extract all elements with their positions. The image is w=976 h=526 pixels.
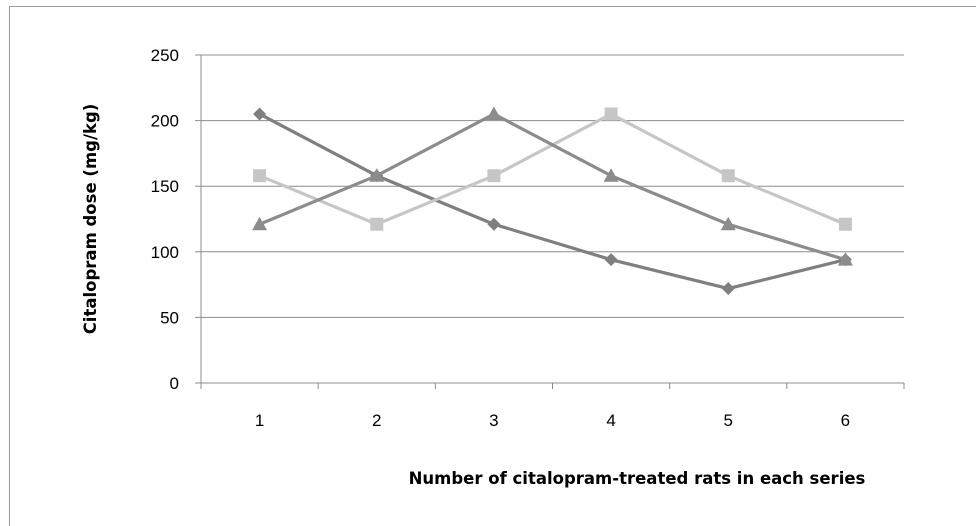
- series-3-point-3: [486, 106, 502, 121]
- series-3-point-2: [369, 168, 385, 182]
- axes: [195, 54, 905, 389]
- series-3-point-4: [603, 168, 619, 182]
- y-tick-label-200: 200: [151, 112, 179, 131]
- series-2-point-6: [838, 217, 852, 231]
- series-1-point-3: [487, 217, 501, 231]
- x-tick-label-2: 2: [372, 411, 381, 430]
- y-tick-label-250: 250: [151, 46, 179, 65]
- series-1-point-5: [721, 282, 735, 296]
- series-2-point-2: [370, 217, 384, 231]
- x-tick-label-6: 6: [841, 411, 850, 430]
- gridlines: [201, 54, 904, 318]
- x-tick-label-4: 4: [606, 411, 615, 430]
- series-3-point-5: [720, 216, 736, 231]
- chart-frame: [9, 6, 976, 526]
- y-tick-label-100: 100: [151, 243, 179, 262]
- y-axis-title: Citalopram dose (mg/kg): [81, 104, 100, 335]
- series-lines: [252, 106, 853, 296]
- y-tick-label-150: 150: [151, 177, 179, 196]
- x-axis-title: Number of citalopram-treated rats in eac…: [409, 469, 866, 488]
- series-1-point-1: [253, 107, 267, 121]
- x-tick-label-5: 5: [724, 411, 733, 430]
- series-2-point-3: [487, 169, 501, 183]
- line-chart: 0 50 100 150 200 250 1 2 3 4 5 6 Citalopram dose (m…: [81, 46, 905, 488]
- y-tick-label-50: 50: [160, 308, 179, 327]
- series-2-point-1: [253, 169, 267, 183]
- series-2-point-5: [721, 169, 735, 183]
- x-tick-label-1: 1: [255, 411, 264, 430]
- series-1-line: [258, 112, 846, 291]
- series-3-point-6: [837, 252, 853, 266]
- series-3-line: [258, 112, 846, 262]
- tick-labels: 0 50 100 150 200 250 1 2 3 4 5 6: [151, 46, 851, 430]
- y-tick-label-0: 0: [170, 374, 179, 393]
- series-3-point-1: [252, 216, 268, 231]
- series-2-line: [258, 112, 847, 226]
- series-1-point-4: [604, 253, 618, 267]
- series-2-point-4: [604, 107, 618, 121]
- x-tick-label-3: 3: [489, 411, 498, 430]
